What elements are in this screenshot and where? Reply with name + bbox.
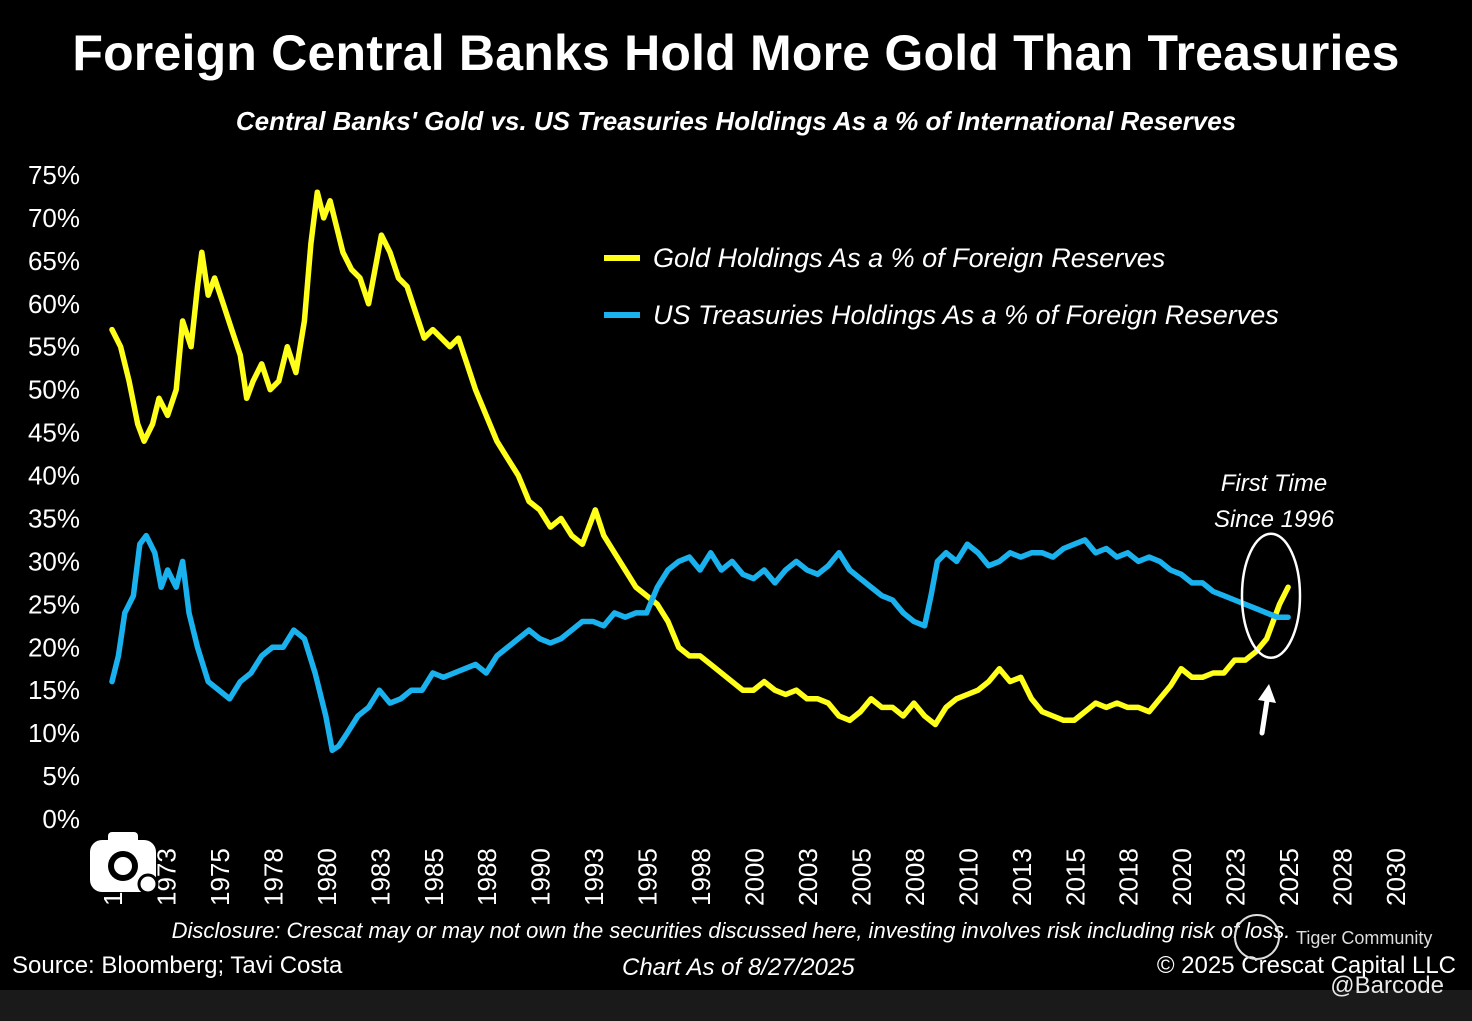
y-tick-label: 15% xyxy=(28,675,80,705)
y-tick-label: 35% xyxy=(28,503,80,533)
chart-subtitle: Central Banks' Gold vs. US Treasuries Ho… xyxy=(235,106,1237,136)
chart-date-text: Chart As of 8/27/2025 xyxy=(622,954,855,981)
x-tick-label: 1980 xyxy=(312,848,342,906)
watermark-community: Tiger Community xyxy=(1296,928,1433,948)
annotation-line-1: First Time xyxy=(1221,470,1327,497)
y-tick-label: 70% xyxy=(28,203,80,233)
x-tick-label: 2023 xyxy=(1221,848,1251,906)
x-tick-label: 1993 xyxy=(579,848,609,906)
x-tick-label: 2003 xyxy=(793,848,823,906)
x-tick-label: 2013 xyxy=(1007,848,1037,906)
legend: Gold Holdings As a % of Foreign Reserves… xyxy=(604,243,1279,330)
x-tick-label: 2025 xyxy=(1274,848,1304,906)
x-tick-label: 2000 xyxy=(740,848,770,906)
copyright-text: © 2025 Crescat Capital LLC xyxy=(1156,952,1456,979)
bottom-bar xyxy=(0,990,1472,1021)
source-text: Source: Bloomberg; Tavi Costa xyxy=(12,952,343,979)
y-tick-label: 25% xyxy=(28,589,80,619)
treasuries-series-line xyxy=(109,532,1291,754)
x-tick-label: 1983 xyxy=(365,848,395,906)
y-axis: 0% 5% 10% 15% 20% 25% 30% 35% 40% 45% 50% 55% 60% 65%… xyxy=(28,160,80,834)
watermark-handle: @Barcode xyxy=(1330,972,1444,999)
y-tick-label: 10% xyxy=(28,718,80,748)
x-tick-label: 2020 xyxy=(1167,848,1197,906)
gold-series-line xyxy=(109,189,1291,728)
x-tick-label: 2028 xyxy=(1328,848,1358,906)
arrow-head xyxy=(1258,684,1276,703)
x-tick-label: 2008 xyxy=(900,848,930,906)
x-tick-label: 1995 xyxy=(633,848,663,906)
x-tick-label: 2018 xyxy=(1114,848,1144,906)
x-tick-label: 1985 xyxy=(419,848,449,906)
x-tick-label: 2010 xyxy=(953,848,983,906)
legend-label: Gold Holdings As a % of Foreign Reserves xyxy=(653,243,1165,273)
y-tick-label: 55% xyxy=(28,332,80,362)
x-tick-label: 2030 xyxy=(1381,848,1411,906)
annotation-ellipse xyxy=(1240,532,1302,659)
chart-title: Foreign Central Banks Hold More Gold Tha… xyxy=(72,25,1400,81)
y-tick-label: 50% xyxy=(28,375,80,405)
x-tick-label: 2015 xyxy=(1060,848,1090,906)
series-layer xyxy=(109,189,1291,754)
y-tick-label: 30% xyxy=(28,546,80,576)
annotation-line-2: Since 1996 xyxy=(1214,506,1335,533)
y-tick-label: 5% xyxy=(42,761,80,791)
x-tick-label: 1988 xyxy=(472,848,502,906)
y-tick-label: 60% xyxy=(28,289,80,319)
y-tick-label: 20% xyxy=(28,632,80,662)
y-tick-label: 0% xyxy=(42,804,80,834)
y-tick-label: 75% xyxy=(28,160,80,190)
disclosure-text: Disclosure: Crescat may or may not own t… xyxy=(171,918,1291,943)
y-tick-label: 65% xyxy=(28,246,80,276)
x-tick-label: 1975 xyxy=(205,848,235,906)
x-tick-label: 1978 xyxy=(258,848,288,906)
x-tick-label: 2005 xyxy=(846,848,876,906)
camera-icon[interactable] xyxy=(86,828,162,896)
x-tick-label: 1990 xyxy=(526,848,556,906)
x-tick-label: 1973 xyxy=(151,848,181,906)
y-tick-label: 45% xyxy=(28,418,80,448)
x-axis: 1970197319751978198019831985198819901993… xyxy=(98,848,1411,906)
x-tick-label: 1998 xyxy=(686,848,716,906)
legend-label: US Treasuries Holdings As a % of Foreign… xyxy=(653,300,1279,330)
annotation: First Time Since 1996 xyxy=(1214,470,1335,736)
y-tick-label: 40% xyxy=(28,461,80,491)
tiger-logo-icon xyxy=(1234,914,1280,960)
